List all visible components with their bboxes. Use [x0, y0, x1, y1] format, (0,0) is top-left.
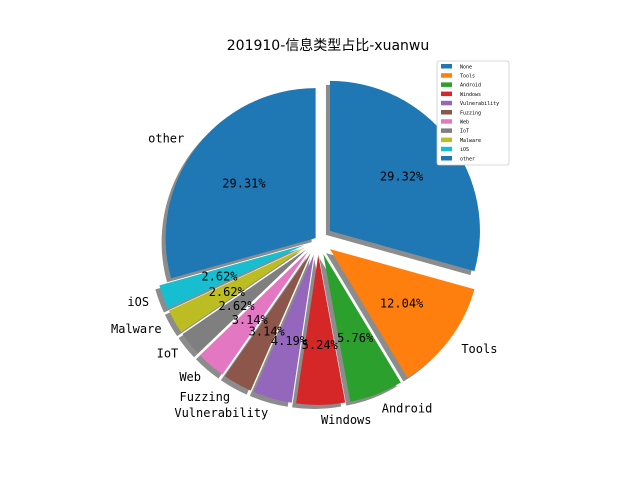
legend-swatch-other — [441, 156, 452, 161]
percent-label-other: 29.31% — [222, 177, 266, 191]
legend-label-other: other — [460, 156, 475, 162]
legend-frame — [436, 60, 510, 166]
legend-label-fuzzing: Fuzzing — [460, 110, 481, 116]
legend-label-android: Android — [460, 83, 481, 89]
legend-label-web: Web — [460, 120, 469, 126]
legend-swatch-fuzzing — [441, 110, 452, 115]
percent-label-ios: 2.62% — [201, 269, 238, 283]
pie-slice-none — [329, 80, 480, 272]
legend-label-none: None — [460, 64, 472, 70]
legend-swatch-android — [441, 82, 452, 87]
legend-swatch-none — [441, 64, 452, 69]
legend-swatch-malware — [441, 137, 452, 143]
slice-label-vulnerability: Vulnerability — [174, 406, 268, 420]
percent-label-web: 3.14% — [232, 313, 269, 327]
percent-label-android: 5.76% — [337, 331, 374, 345]
slice-label-fuzzing: Fuzzing — [180, 390, 231, 404]
legend: None Tools Android Windows Vulnerability Fuzz… — [436, 60, 510, 166]
percent-label-fuzzing: 3.14% — [249, 325, 286, 339]
percent-label-malware: 2.62% — [209, 285, 246, 299]
legend-label-iot: IoT — [460, 129, 469, 135]
percent-label-windows: 5.24% — [302, 338, 339, 352]
pie-slice-iot — [182, 249, 307, 354]
pie-slice-ios — [159, 245, 304, 309]
pie-slice-vulnerability — [253, 254, 314, 403]
percent-label-vulnerability: 4.19% — [271, 334, 308, 348]
slice-label-malware: Malware — [111, 322, 162, 336]
legend-swatch-tools — [441, 73, 452, 78]
legend-items: None Tools Android Windows Vulnerability Fuzz… — [441, 64, 499, 162]
slice-label-tools: Tools — [461, 342, 497, 356]
chart-title: 201910-信息类型占比-xuanwu — [227, 37, 429, 54]
slice-label-android: Android — [382, 401, 433, 415]
legend-swatch-web — [441, 119, 452, 124]
slice-label-other: other — [148, 131, 184, 145]
slice-label-web: Web — [179, 370, 201, 384]
percent-labels: 29.32%12.04%5.76%5.24%4.19%3.14%3.14%2.6… — [201, 169, 424, 352]
percent-label-iot: 2.62% — [218, 299, 255, 313]
legend-swatch-iot — [441, 128, 452, 133]
legend-swatch-vulnerability — [441, 100, 452, 106]
pie-slice-web — [200, 251, 309, 375]
legend-label-vulnerability: Vulnerability — [460, 101, 499, 107]
slice-label-iot: IoT — [157, 347, 179, 361]
legend-label-malware: Malware — [460, 138, 481, 144]
legend-label-tools: Tools — [460, 74, 475, 80]
pie-slice-windows — [296, 254, 346, 405]
legend-label-ios: iOS — [460, 147, 469, 153]
legend-swatch-ios — [441, 146, 452, 152]
pie-slice-android — [323, 254, 401, 402]
slice-label-windows: Windows — [321, 413, 372, 427]
pie-slice-fuzzing — [224, 253, 311, 391]
percent-label-none: 29.32% — [380, 169, 424, 183]
pie-slice-malware — [168, 247, 305, 333]
pie-slice-other — [165, 88, 316, 279]
slice-label-ios: iOS — [127, 295, 149, 309]
legend-swatch-windows — [441, 91, 452, 97]
legend-label-windows: Windows — [460, 92, 481, 98]
pie-slices — [159, 80, 480, 405]
pie-slice-tools — [329, 249, 475, 378]
percent-label-tools: 12.04% — [380, 297, 424, 311]
